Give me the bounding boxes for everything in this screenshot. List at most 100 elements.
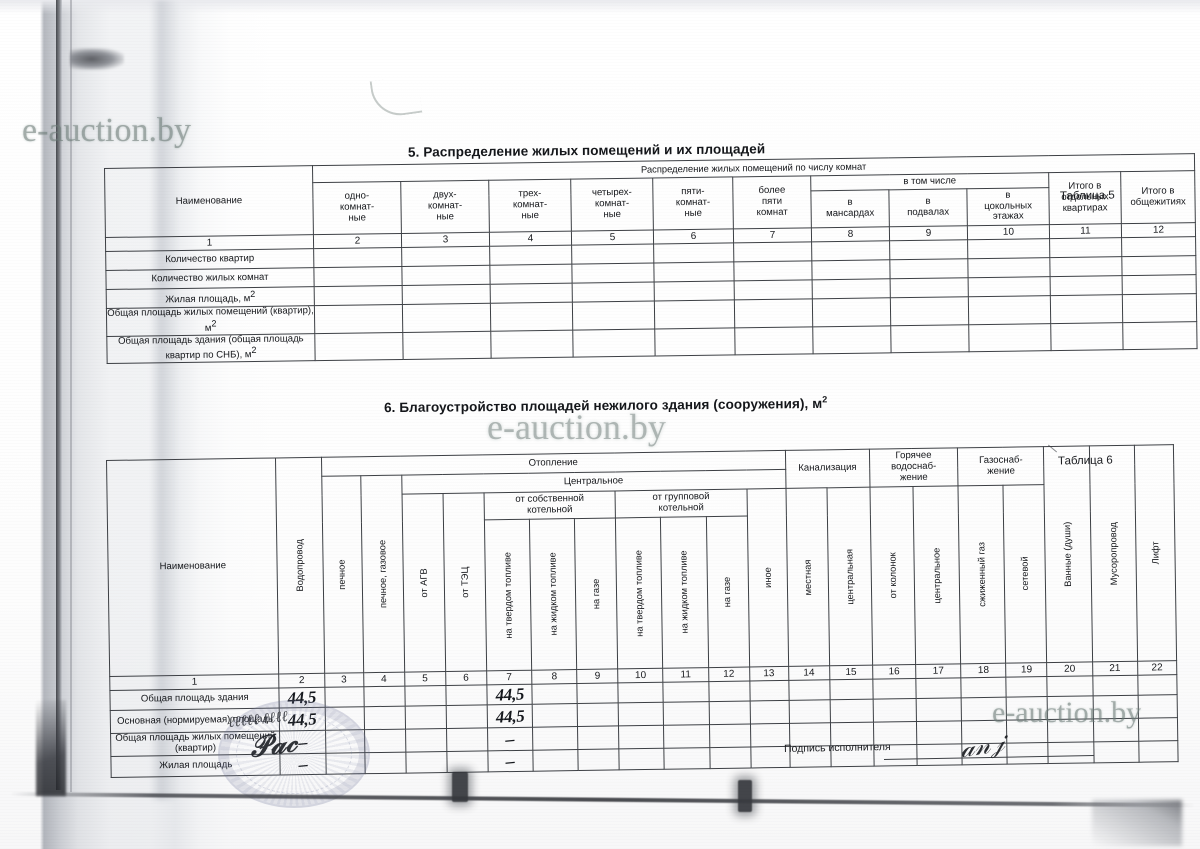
cell-r1-c10[interactable] bbox=[967, 238, 1050, 259]
cell-r2-c19[interactable] bbox=[1006, 696, 1048, 721]
cell-r4-c5[interactable] bbox=[572, 301, 655, 330]
cell-r4-c10[interactable] bbox=[619, 748, 665, 771]
cell-r2-c11[interactable] bbox=[663, 701, 710, 726]
cell-r1-c10[interactable] bbox=[618, 682, 664, 703]
cell-r4-c19[interactable] bbox=[1007, 742, 1049, 765]
cell-r3-c9[interactable] bbox=[577, 725, 620, 750]
cell-r2-c7[interactable]: 44,5 bbox=[486, 704, 533, 728]
cell-r5-c7[interactable] bbox=[734, 326, 814, 356]
cell-r2-c3[interactable] bbox=[401, 265, 491, 286]
cell-r2-c4[interactable] bbox=[489, 264, 573, 285]
cell-r2-c8[interactable] bbox=[811, 259, 891, 280]
cell-r2-c2[interactable] bbox=[313, 266, 403, 287]
cell-r5-c8[interactable] bbox=[812, 325, 892, 355]
cell-r5-c3[interactable] bbox=[402, 330, 492, 360]
cell-r3-c12[interactable] bbox=[709, 724, 751, 748]
cell-r5-c10[interactable] bbox=[968, 323, 1052, 353]
cell-r1-c9[interactable] bbox=[889, 239, 968, 260]
cell-r1-c8[interactable] bbox=[531, 683, 578, 705]
cell-r2-c20[interactable] bbox=[1047, 695, 1094, 720]
cell-r2-c12[interactable] bbox=[1121, 255, 1197, 276]
cell-r2-c16[interactable] bbox=[872, 698, 917, 723]
cell-r3-c8[interactable] bbox=[812, 278, 891, 299]
cell-r5-c6[interactable] bbox=[654, 327, 736, 357]
cell-r4-c7[interactable] bbox=[734, 298, 813, 328]
cell-r1-c13[interactable] bbox=[749, 680, 789, 702]
cell-r5-c2[interactable] bbox=[314, 332, 404, 361]
cell-r1-c12[interactable] bbox=[708, 680, 750, 702]
cell-r4-c17[interactable] bbox=[916, 743, 963, 766]
cell-r3-c3[interactable] bbox=[402, 284, 491, 305]
cell-r3-c2[interactable] bbox=[314, 285, 403, 306]
cell-r5-c5[interactable] bbox=[572, 328, 656, 358]
cell-r3-c11[interactable] bbox=[1050, 275, 1123, 296]
cell-r3-c11[interactable] bbox=[663, 724, 710, 749]
cell-r4-c2[interactable] bbox=[314, 304, 403, 334]
cell-r3-c9[interactable] bbox=[890, 277, 969, 298]
cell-r2-c18[interactable] bbox=[961, 697, 1007, 721]
cell-r2-c10[interactable] bbox=[967, 257, 1051, 278]
cell-r4-c12[interactable] bbox=[1122, 293, 1197, 323]
cell-r2-c5[interactable] bbox=[404, 705, 447, 730]
cell-r3-c8[interactable] bbox=[532, 726, 578, 751]
cell-r3-c12[interactable] bbox=[1122, 274, 1197, 295]
cell-r3-c20[interactable] bbox=[1047, 718, 1094, 743]
cell-r4-c6[interactable] bbox=[446, 750, 488, 773]
cell-r3-c21[interactable] bbox=[1093, 718, 1139, 742]
cell-r2-c8[interactable] bbox=[532, 703, 578, 728]
cell-r5-c9[interactable] bbox=[890, 324, 970, 354]
cell-r3-c5[interactable] bbox=[405, 728, 447, 753]
cell-r3-c10[interactable] bbox=[618, 725, 665, 749]
cell-r1-c3[interactable] bbox=[324, 686, 364, 708]
cell-r2-c10[interactable] bbox=[618, 702, 664, 726]
cell-r1-c7[interactable]: 44,5 bbox=[486, 684, 533, 705]
cell-r2-c11[interactable] bbox=[1049, 256, 1123, 277]
cell-r1-c20[interactable] bbox=[1047, 675, 1093, 697]
cell-r2-c9[interactable] bbox=[577, 702, 619, 727]
cell-r2-c6[interactable] bbox=[445, 704, 488, 729]
cell-r2-c22[interactable] bbox=[1137, 694, 1178, 719]
cell-r1-c22[interactable] bbox=[1137, 674, 1178, 696]
cell-r1-c11[interactable] bbox=[663, 681, 709, 703]
cell-r4-c9[interactable] bbox=[577, 748, 620, 771]
cell-r3-c6[interactable] bbox=[654, 280, 735, 302]
cell-r3-c4[interactable] bbox=[490, 283, 573, 304]
cell-r3-c19[interactable] bbox=[1006, 719, 1049, 744]
cell-r1-c5[interactable] bbox=[571, 244, 654, 265]
cell-r3-c7[interactable] bbox=[734, 279, 813, 300]
cell-r1-c5[interactable] bbox=[404, 685, 446, 707]
cell-r2-c14[interactable] bbox=[788, 699, 831, 724]
cell-r1-c6[interactable] bbox=[653, 242, 734, 264]
cell-r4-c3[interactable] bbox=[402, 303, 491, 333]
cell-r4-c10[interactable] bbox=[968, 295, 1051, 325]
cell-r1-c3[interactable] bbox=[401, 246, 490, 267]
cell-r2-c15[interactable] bbox=[829, 699, 874, 723]
cell-r5-c11[interactable] bbox=[1050, 322, 1124, 351]
cell-r4-c11[interactable] bbox=[664, 747, 710, 770]
cell-r1-c11[interactable] bbox=[1049, 237, 1122, 258]
cell-r4-c8[interactable] bbox=[532, 749, 579, 772]
cell-r2-c17[interactable] bbox=[916, 697, 962, 722]
cell-r1-c2[interactable] bbox=[313, 247, 402, 268]
cell-r4-c22[interactable] bbox=[1138, 740, 1179, 763]
cell-r4-c11[interactable] bbox=[1050, 294, 1123, 324]
cell-r2-c4[interactable] bbox=[363, 706, 406, 730]
cell-r2-c12[interactable] bbox=[708, 701, 751, 725]
cell-r1-c8[interactable] bbox=[811, 240, 890, 261]
cell-r1-c7[interactable] bbox=[733, 241, 812, 262]
cell-r4-c5[interactable] bbox=[405, 751, 447, 774]
cell-r3-c7[interactable]: – bbox=[487, 727, 533, 751]
cell-r4-c8[interactable] bbox=[812, 297, 891, 327]
cell-r3-c4[interactable] bbox=[364, 729, 406, 753]
cell-r1-c21[interactable] bbox=[1092, 675, 1138, 696]
cell-r4-c12[interactable] bbox=[709, 747, 751, 769]
cell-r1-c16[interactable] bbox=[872, 678, 917, 700]
cell-r4-c4[interactable] bbox=[490, 302, 573, 331]
cell-r4-c9[interactable] bbox=[890, 296, 969, 326]
cell-r1-c14[interactable] bbox=[788, 679, 830, 701]
cell-r5-c12[interactable] bbox=[1122, 321, 1198, 350]
cell-r3-c22[interactable] bbox=[1138, 717, 1178, 742]
cell-r1-c12[interactable] bbox=[1121, 236, 1196, 257]
cell-r2-c21[interactable] bbox=[1092, 695, 1139, 719]
cell-r3-c6[interactable] bbox=[446, 727, 488, 752]
